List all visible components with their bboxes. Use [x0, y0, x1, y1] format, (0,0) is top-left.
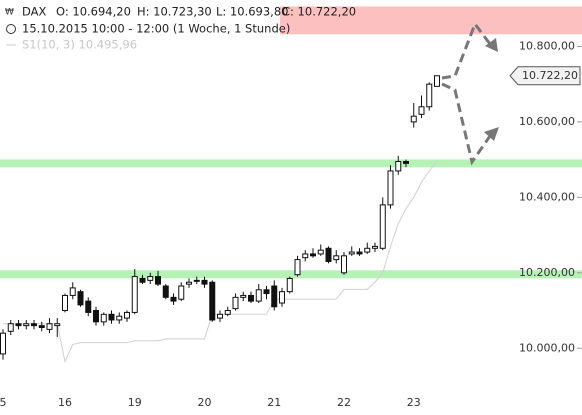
header: ₩ DAX O: 10.694,20 H: 10.723,30 L: 10.69… — [5, 5, 356, 52]
candle-body — [62, 294, 68, 312]
indicator-label: S1(10, 3) 10.495,96 — [22, 38, 137, 52]
x-tick-label: 19 — [128, 396, 142, 409]
candle-body — [193, 279, 200, 282]
candle-body — [286, 277, 293, 293]
candle-body — [434, 75, 440, 87]
candle-body — [155, 276, 161, 285]
candle-body — [139, 277, 146, 283]
y-tick-label: 10.600,00 — [519, 115, 575, 128]
candle-body — [124, 311, 130, 319]
candle-body — [131, 276, 138, 313]
candle-body — [77, 291, 84, 306]
low-value: L: 10.693,80 — [216, 5, 288, 19]
candle-body — [7, 323, 14, 332]
candle-body — [31, 323, 37, 327]
x-tick-label: 20 — [198, 396, 212, 409]
x-tick-label: 16 — [58, 396, 72, 409]
candle-body — [85, 300, 92, 313]
support-level — [0, 159, 582, 168]
candle-body — [255, 289, 262, 302]
candle-body — [186, 281, 192, 285]
candle-body — [178, 285, 185, 300]
candle-body — [54, 323, 61, 327]
candle-body — [302, 253, 309, 259]
candle-body — [379, 204, 386, 249]
candle-body — [325, 247, 332, 262]
candle-body — [387, 170, 394, 206]
open-value: O: 10.694,20 — [56, 5, 131, 19]
x-tick-label: 21 — [267, 396, 281, 409]
candle-body — [341, 255, 347, 274]
symbol: DAX — [22, 5, 47, 19]
resistance-zone — [280, 6, 582, 35]
candle-body — [46, 323, 53, 330]
chart-icon: ₩ — [5, 8, 14, 18]
candle-body — [410, 115, 417, 123]
candle-body — [232, 296, 239, 310]
last-price-label: 10.722,20 — [522, 69, 578, 82]
candle-body — [217, 313, 223, 319]
y-tick-label: 10.200,00 — [519, 266, 575, 279]
candle-body — [147, 276, 154, 281]
candle-body — [263, 289, 270, 295]
candle-body — [0, 332, 6, 355]
candle-body — [93, 310, 99, 323]
candle-body — [100, 313, 107, 323]
y-tick-label: 10.000,00 — [519, 341, 575, 354]
candle-body — [294, 259, 301, 276]
up-arrow — [441, 20, 492, 80]
period: 15.10.2015 10:00 - 12:00 (1 Woche, 1 Stu… — [22, 22, 290, 36]
y-tick-label: 10.800,00 — [519, 39, 575, 52]
candle-body — [372, 245, 378, 249]
candle-body — [23, 323, 30, 327]
candle-body — [271, 285, 278, 308]
arrow-head — [484, 127, 499, 141]
candle-body — [201, 279, 208, 285]
y-tick-label: 10.400,00 — [519, 190, 575, 203]
candle-body — [310, 253, 316, 257]
candle-body — [209, 281, 216, 321]
arrow-head — [485, 38, 498, 52]
indicator-line — [3, 160, 438, 364]
plot-underlay — [0, 6, 582, 279]
high-value: H: 10.723,30 — [137, 5, 212, 19]
candle-body — [279, 291, 285, 304]
candle-body — [248, 294, 254, 302]
clock-icon — [6, 24, 16, 34]
close-value: C: 10.722,20 — [282, 5, 356, 19]
candle-body — [356, 251, 363, 255]
last-price-box — [509, 66, 581, 86]
support-level — [0, 270, 582, 279]
x-tick-label: 22 — [337, 396, 351, 409]
candle-body — [224, 310, 231, 315]
candle-body — [240, 294, 247, 298]
candle-body — [69, 287, 76, 296]
candle-body — [395, 160, 402, 172]
candle-body — [15, 323, 22, 327]
candle-body — [162, 285, 169, 298]
candle-body — [170, 296, 177, 302]
candle-body — [348, 251, 355, 255]
forecast-arrows — [441, 20, 492, 166]
candle-body — [38, 325, 45, 329]
down-arrow — [441, 82, 492, 166]
candle-body — [418, 106, 425, 115]
candle-body — [333, 255, 340, 261]
candle-body — [116, 315, 123, 321]
candle-body — [108, 313, 115, 321]
x-tick-label: 5 — [0, 396, 7, 409]
candle-body — [426, 83, 433, 108]
candle-body — [364, 247, 371, 253]
x-tick-label: 23 — [407, 396, 421, 409]
candle-body — [317, 249, 324, 255]
candle-body — [403, 160, 409, 164]
